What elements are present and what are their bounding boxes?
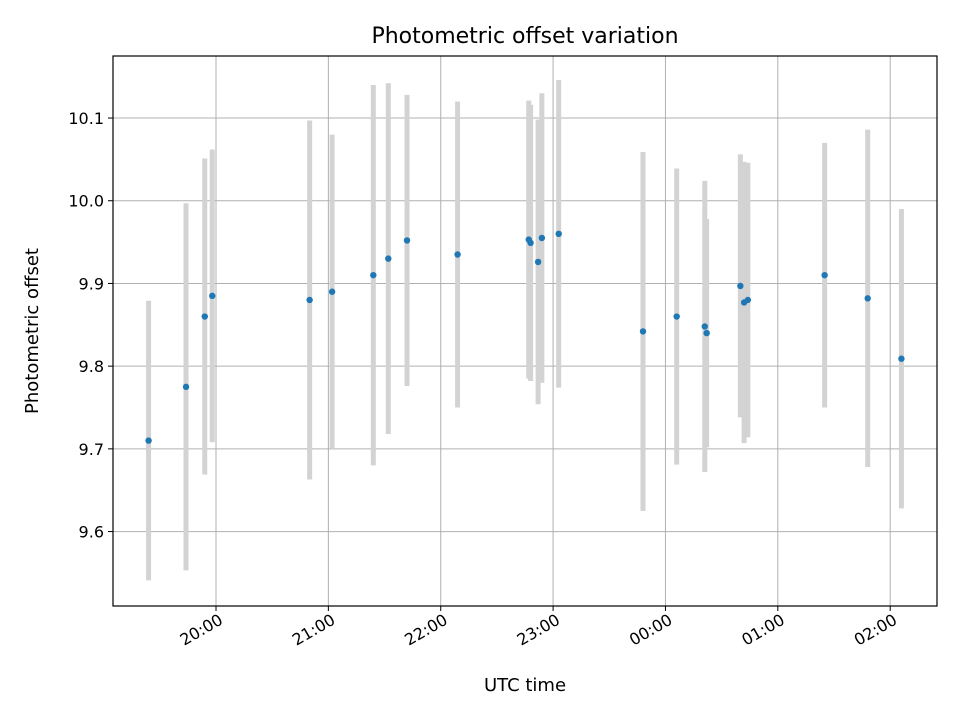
x-axis-label: UTC time: [484, 675, 566, 696]
x-tick-label: 02:00: [851, 610, 900, 650]
data-point: [555, 230, 562, 238]
data-point: [145, 437, 152, 444]
data-point: [403, 237, 411, 244]
data-point: [703, 329, 710, 337]
plot-frame: [112, 55, 938, 607]
data-point: [306, 296, 313, 304]
error-bars: [146, 79, 904, 581]
y-tick-label: 10.0: [68, 192, 104, 211]
x-tick-label: 21:00: [289, 610, 338, 650]
data-point: [639, 328, 647, 335]
axis-ticks: 20:00 21:00 22:00 23:00 00:00 01:00 02:00 9.6 9.…: [68, 109, 900, 649]
data-point: [864, 295, 871, 302]
data-point: [182, 383, 190, 391]
data-point: [737, 282, 744, 290]
data-points: [145, 230, 905, 444]
y-tick-label: 9.8: [79, 357, 104, 376]
data-point: [209, 292, 216, 300]
x-tick-label: 22:00: [401, 610, 450, 650]
data-point: [454, 251, 461, 258]
data-point: [744, 296, 752, 304]
data-point: [201, 313, 208, 320]
data-point: [370, 271, 377, 279]
data-point: [538, 234, 546, 242]
data-point: [534, 258, 542, 266]
y-tick-label: 9.9: [79, 274, 104, 293]
chart-title: Photometric offset variation: [371, 24, 678, 49]
data-point: [527, 239, 534, 247]
x-tick-label: 00:00: [626, 610, 675, 650]
data-point: [673, 313, 680, 320]
data-point: [328, 288, 336, 295]
data-point: [821, 271, 828, 279]
x-tick-label: 23:00: [514, 610, 563, 650]
data-point: [701, 323, 708, 330]
y-axis-label: Photometric offset: [22, 248, 43, 414]
y-tick-label: 9.7: [79, 440, 104, 459]
x-tick-label: 01:00: [738, 610, 787, 650]
y-tick-label: 9.6: [79, 523, 104, 542]
x-tick-label: 20:00: [177, 610, 226, 650]
data-point: [385, 255, 392, 262]
data-point: [898, 355, 905, 362]
y-tick-label: 10.1: [68, 109, 104, 128]
grid-lines: [113, 56, 937, 606]
